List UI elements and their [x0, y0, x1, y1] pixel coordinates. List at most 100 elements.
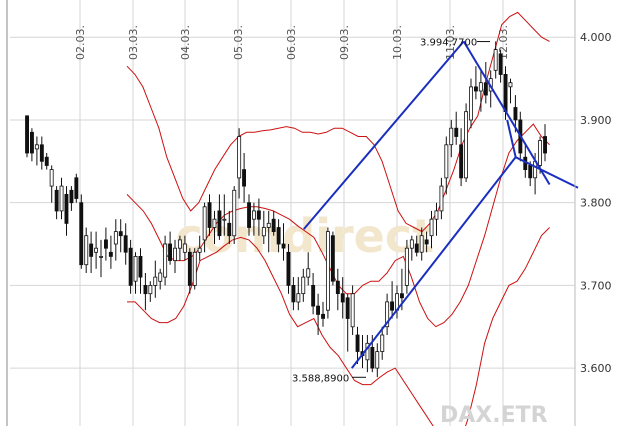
- candle-body: [104, 239, 108, 249]
- price-annotations: 3.994,7700 3.588,8900: [292, 38, 490, 384]
- candle-body: [222, 218, 227, 221]
- candle-body: [232, 189, 237, 237]
- candle-body: [439, 185, 444, 212]
- candle-body: [345, 297, 350, 319]
- x-tick-label: 05.03.: [232, 25, 245, 60]
- candle-body: [478, 82, 483, 92]
- candle-body: [464, 111, 468, 179]
- candle-body: [118, 231, 123, 237]
- candle-body: [390, 301, 394, 311]
- channel-line-0: [303, 40, 465, 230]
- x-tick-label: 03.03.: [127, 25, 140, 60]
- candle-body: [74, 177, 79, 199]
- channel-line-2: [462, 40, 551, 185]
- candle-body: [380, 334, 385, 352]
- candle-body: [543, 136, 547, 154]
- candle-body: [89, 243, 94, 257]
- candle-body: [29, 131, 34, 154]
- candle-body: [498, 53, 503, 75]
- candle-body: [493, 49, 498, 71]
- x-tick-label: 11.03.: [444, 25, 457, 60]
- candle-body: [350, 293, 355, 328]
- x-axis-labels: 02.03. 03.03. 04.03. 05.03. 06.03. 09.03. 10.0…: [74, 25, 510, 60]
- candle-body: [454, 127, 459, 137]
- candle-body: [143, 284, 148, 295]
- candles: [25, 41, 547, 378]
- candle-body: [335, 280, 340, 295]
- candle-body: [54, 189, 59, 212]
- candle-body: [286, 251, 291, 286]
- candle-body: [266, 222, 271, 228]
- candle-body: [469, 86, 473, 121]
- y-tick-label: 3.900: [580, 114, 612, 127]
- candle-body: [508, 82, 513, 88]
- candle-body: [227, 222, 232, 237]
- candle-body: [414, 243, 419, 253]
- candle-body: [399, 293, 404, 299]
- candle-body: [197, 247, 202, 253]
- high-annotation: 3.994,7700: [420, 38, 477, 49]
- channel-line-1: [351, 156, 517, 369]
- y-tick-label: 3.800: [580, 197, 612, 210]
- candle-body: [173, 247, 177, 261]
- candle-body: [355, 334, 360, 352]
- channel-line-apex: [506, 119, 517, 158]
- x-tick-label: 06.03.: [285, 25, 298, 60]
- candle-body: [34, 144, 39, 150]
- candle-body: [113, 231, 118, 245]
- x-tick-label: 02.03.: [74, 25, 87, 60]
- symbol-label: DAX.ETR: [440, 403, 548, 426]
- candle-body: [404, 247, 409, 286]
- candle-body: [217, 210, 222, 237]
- candle-body: [84, 235, 89, 266]
- candle-body: [459, 144, 464, 179]
- y-tick-label: 3.600: [580, 362, 612, 375]
- candle-body: [483, 82, 488, 96]
- candle-body: [276, 227, 281, 245]
- candle-body: [153, 276, 158, 286]
- candle-body: [123, 235, 128, 253]
- candle-body: [256, 210, 261, 220]
- candle-body: [138, 255, 143, 278]
- candle-body: [25, 115, 29, 154]
- candle-body: [251, 210, 256, 220]
- candle-body: [237, 136, 242, 179]
- candle-body: [424, 239, 429, 245]
- x-tick-label: 04.03.: [179, 25, 192, 60]
- candle-body: [503, 74, 508, 113]
- candle-body: [133, 255, 138, 282]
- candle-body: [247, 202, 251, 228]
- candle-body: [242, 169, 246, 187]
- candle-body: [301, 276, 306, 295]
- candle-body: [128, 247, 133, 286]
- candle-body: [321, 313, 325, 319]
- y-axis-labels: 4.000 3.900 3.800 3.700 3.600: [580, 31, 612, 375]
- channel-line-extension: [515, 156, 579, 189]
- candle-body: [473, 86, 478, 92]
- candle-body: [202, 206, 207, 241]
- candle-body: [419, 235, 424, 253]
- candle-body: [291, 284, 296, 303]
- candle-body: [281, 243, 286, 249]
- candle-body: [325, 231, 330, 311]
- candle-body: [207, 202, 212, 228]
- candle-body: [261, 227, 266, 237]
- candle-body: [158, 272, 163, 282]
- candle-body: [168, 243, 172, 261]
- x-tick-label: 09.03.: [338, 25, 351, 60]
- candle-body: [99, 255, 103, 258]
- candle-body: [64, 193, 69, 224]
- candle-body: [306, 268, 311, 278]
- y-tick-label: 4.000: [580, 31, 612, 44]
- candle-body: [538, 140, 542, 166]
- x-tick-label: 10.03.: [391, 25, 404, 60]
- candle-body: [79, 202, 84, 266]
- candle-body: [182, 243, 187, 253]
- candle-body: [375, 351, 380, 369]
- candle-body: [39, 144, 44, 162]
- candle-body: [49, 169, 54, 187]
- lower-band-line: [127, 227, 550, 430]
- candle-body: [163, 243, 168, 278]
